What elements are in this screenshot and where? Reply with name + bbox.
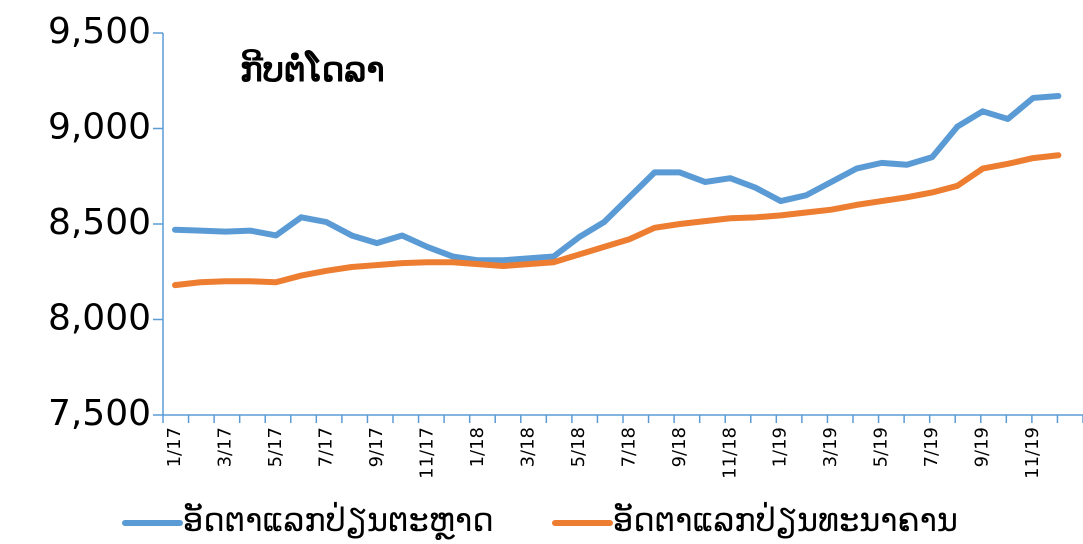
x-tick-label: 3/19 <box>820 427 841 467</box>
x-tick-label: 5/18 <box>568 427 589 467</box>
x-tick-label: 11/18 <box>719 427 740 479</box>
x-tick-label: 1/17 <box>164 427 185 467</box>
x-tick-label: 9/18 <box>669 427 690 467</box>
legend-label: ອັດຕາແລກປ່ຽນຕະຫຼາດ <box>183 501 494 540</box>
x-tick-label: 9/19 <box>972 427 993 467</box>
x-tick-label: 11/17 <box>416 427 437 479</box>
y-tick-label: 7,500 <box>48 393 151 434</box>
y-tick-label: 8,500 <box>48 202 151 243</box>
line-series <box>172 152 1062 289</box>
y-tick-label: 9,500 <box>48 11 151 52</box>
y-tick-label: 9,000 <box>48 107 151 148</box>
line-series <box>172 93 1062 264</box>
x-tick-label: 3/18 <box>517 427 538 467</box>
x-tick-label: 1/19 <box>770 427 791 467</box>
x-tick-label: 9/17 <box>366 427 387 467</box>
x-tick-label: 7/19 <box>921 427 942 467</box>
x-tick-label: 1/18 <box>467 427 488 467</box>
x-tick-label: 7/18 <box>618 427 639 467</box>
y-tick-label: 8,000 <box>48 298 151 339</box>
legend-label: ອັດຕາແລກປ່ຽນທະນາຄານ <box>613 501 958 539</box>
x-tick-label: 11/19 <box>1022 427 1043 479</box>
x-tick-label: 5/19 <box>871 427 892 467</box>
x-tick-label: 5/17 <box>265 427 286 467</box>
x-tick-label: 3/17 <box>214 427 235 467</box>
chart-title: ກີບຕໍ່ໂດລາ <box>240 48 385 90</box>
x-tick-label: 7/17 <box>315 427 336 467</box>
